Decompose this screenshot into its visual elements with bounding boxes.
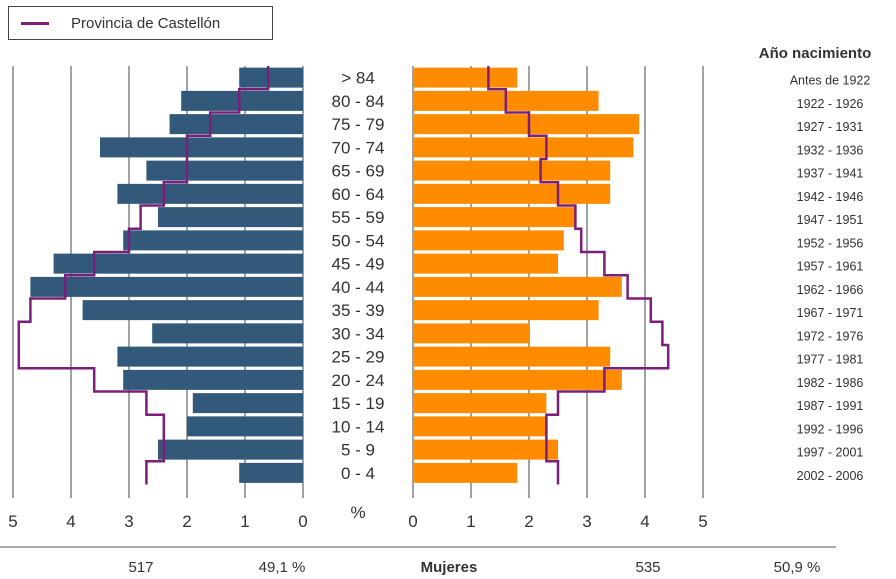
bar-left <box>146 160 303 181</box>
birth-year-label: 1977 - 1981 <box>797 353 864 367</box>
birth-year-label: 1957 - 1961 <box>797 260 864 274</box>
legend: Provincia de Castellón <box>8 6 273 40</box>
bar-left <box>82 300 303 321</box>
birth-year-label: 1922 - 1926 <box>797 97 864 111</box>
age-label: 70 - 74 <box>332 138 385 157</box>
bar-right <box>413 137 634 158</box>
legend-label: Provincia de Castellón <box>71 15 221 32</box>
age-label: 20 - 24 <box>332 371 385 390</box>
x-tick-label-right: 3 <box>582 512 591 531</box>
bar-right <box>413 300 599 321</box>
bar-right <box>413 276 622 297</box>
bar-right <box>413 346 611 367</box>
x-tick-label-left: 2 <box>182 512 191 531</box>
bar-right <box>413 393 547 414</box>
bar-right <box>413 369 622 390</box>
x-tick-label-right: 4 <box>640 512 649 531</box>
bar-right <box>413 323 529 344</box>
age-label: 45 - 49 <box>332 255 385 274</box>
x-tick-label-right: 1 <box>466 512 475 531</box>
birth-year-label: 1932 - 1936 <box>797 143 864 157</box>
age-label: 10 - 14 <box>332 417 385 436</box>
bar-right <box>413 253 558 274</box>
x-axis-label: % <box>350 503 365 522</box>
legend-line-swatch <box>21 22 49 25</box>
bar-left <box>53 253 303 274</box>
bar-left <box>100 137 303 158</box>
age-label: 80 - 84 <box>332 92 385 111</box>
bar-left <box>123 369 303 390</box>
birth-year-label: 2002 - 2006 <box>797 469 864 483</box>
bar-left <box>169 114 303 135</box>
age-label: 50 - 54 <box>332 231 385 250</box>
men-count: 517 <box>128 559 153 576</box>
bar-left <box>30 276 304 297</box>
bar-left <box>117 183 304 204</box>
birth-year-label: 1972 - 1976 <box>797 329 864 343</box>
bar-right <box>413 67 518 88</box>
birth-year-header: Año nacimiento <box>759 45 872 62</box>
age-label: 0 - 4 <box>341 464 375 483</box>
birth-year-label: 1942 - 1946 <box>797 190 864 204</box>
x-tick-label-left: 3 <box>124 512 133 531</box>
bar-left <box>181 90 303 111</box>
bar-right <box>413 462 518 483</box>
age-label: 60 - 64 <box>332 185 385 204</box>
province-line-left <box>17 66 270 485</box>
bar-left <box>239 462 303 483</box>
x-tick-label-right: 5 <box>698 512 707 531</box>
bar-right <box>413 439 558 460</box>
age-label: 30 - 34 <box>332 324 385 343</box>
x-tick-label-left: 4 <box>66 512 75 531</box>
bar-left <box>152 323 303 344</box>
age-label: 35 - 39 <box>332 301 385 320</box>
x-tick-label-right: 0 <box>408 512 417 531</box>
bar-right <box>413 160 611 181</box>
women-percent: 50,9 % <box>774 559 821 576</box>
birth-year-label: 1987 - 1991 <box>797 399 864 413</box>
age-label: 5 - 9 <box>341 441 375 460</box>
birth-year-label: 1997 - 2001 <box>797 446 864 460</box>
age-label: 65 - 69 <box>332 162 385 181</box>
age-label: 15 - 19 <box>332 394 385 413</box>
birth-year-label: 1982 - 1986 <box>797 376 864 390</box>
bar-left <box>123 230 303 251</box>
bar-right <box>413 416 547 437</box>
x-tick-label-right: 2 <box>524 512 533 531</box>
birth-year-label: 1947 - 1951 <box>797 213 864 227</box>
bar-left <box>239 67 303 88</box>
age-label: 75 - 79 <box>332 115 385 134</box>
bar-left <box>192 393 303 414</box>
men-percent: 49,1 % <box>259 559 306 576</box>
birth-year-label: 1952 - 1956 <box>797 236 864 250</box>
birth-year-label: 1927 - 1931 <box>797 120 864 134</box>
birth-year-label: Antes de 1922 <box>790 74 871 88</box>
bar-right <box>413 207 576 228</box>
birth-year-label: 1962 - 1966 <box>797 283 864 297</box>
age-label: 55 - 59 <box>332 208 385 227</box>
x-tick-label-left: 5 <box>8 512 17 531</box>
bar-left <box>187 416 303 437</box>
women-count: 535 <box>635 559 660 576</box>
bar-right <box>413 114 640 135</box>
birth-year-label: 1937 - 1941 <box>797 167 864 181</box>
province-line-right <box>487 66 670 485</box>
bar-left <box>158 439 303 460</box>
women-label: Mujeres <box>421 559 478 576</box>
age-label: 25 - 29 <box>332 348 385 367</box>
bar-left <box>117 346 304 367</box>
age-label: 40 - 44 <box>332 278 385 297</box>
age-label: > 84 <box>341 69 375 88</box>
birth-year-label: 1967 - 1971 <box>797 306 864 320</box>
bar-right <box>413 230 564 251</box>
bar-left <box>158 207 303 228</box>
bar-right <box>413 183 611 204</box>
x-tick-label-left: 1 <box>240 512 249 531</box>
birth-year-label: 1992 - 1996 <box>797 422 864 436</box>
x-tick-label-left: 0 <box>298 512 307 531</box>
